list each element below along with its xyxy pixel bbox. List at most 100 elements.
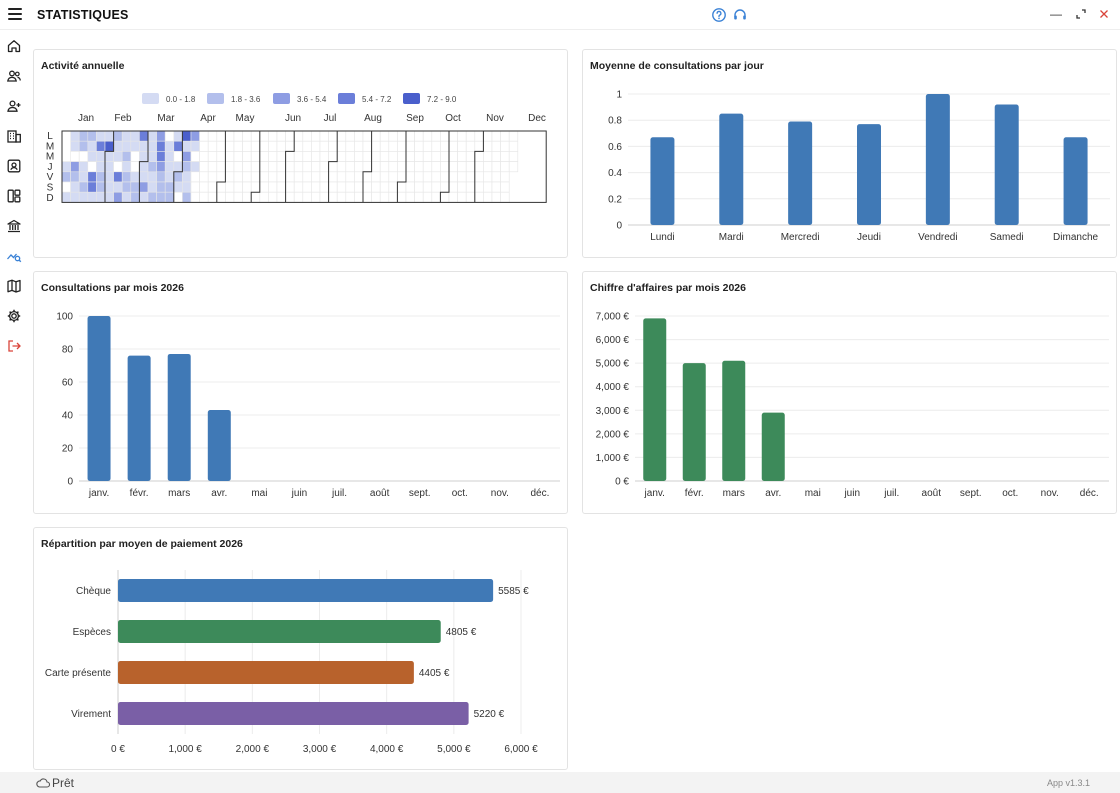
heatmap-cell bbox=[414, 171, 424, 183]
contact-card-icon[interactable] bbox=[6, 158, 22, 174]
user-plus-icon[interactable] bbox=[6, 98, 22, 114]
heatmap-cell bbox=[121, 191, 132, 203]
bar bbox=[118, 620, 441, 643]
chart-search-icon[interactable] bbox=[6, 248, 22, 264]
heatmap-cell bbox=[233, 161, 243, 173]
dashboard-icon[interactable] bbox=[6, 188, 22, 204]
heatmap-cell bbox=[397, 151, 407, 162]
heatmap-cell bbox=[311, 171, 321, 183]
heatmap-cell bbox=[113, 140, 123, 152]
heatmap-cell bbox=[87, 130, 97, 142]
heatmap-cell bbox=[491, 161, 501, 173]
data-label: 5220 € bbox=[474, 709, 505, 720]
heatmap-cell bbox=[285, 161, 295, 173]
heatmap-cell bbox=[96, 130, 106, 142]
heatmap-cell bbox=[156, 181, 166, 193]
support-icon[interactable] bbox=[732, 7, 748, 23]
heatmap-cell bbox=[190, 140, 200, 152]
logout-icon[interactable] bbox=[6, 338, 22, 354]
minimize-button[interactable]: — bbox=[1050, 7, 1062, 21]
heatmap-cell bbox=[164, 130, 175, 142]
heatmap-cell bbox=[96, 151, 106, 162]
heatmap-cell bbox=[474, 151, 484, 162]
map-icon[interactable] bbox=[6, 278, 22, 294]
bank-icon[interactable] bbox=[6, 218, 22, 234]
heatmap-cell bbox=[156, 171, 166, 183]
heatmap-cell bbox=[130, 151, 140, 162]
legend-swatch bbox=[207, 93, 224, 104]
heatmap-cell bbox=[336, 161, 347, 173]
heatmap-cell bbox=[164, 181, 175, 193]
heatmap-cell bbox=[500, 171, 510, 183]
heatmap-cell bbox=[345, 181, 355, 193]
month-separator bbox=[104, 131, 115, 203]
close-button[interactable] bbox=[1097, 7, 1111, 21]
heatmap-cell bbox=[250, 140, 261, 152]
heatmap-cell bbox=[121, 130, 132, 142]
heatmap-cell bbox=[78, 171, 89, 183]
heatmap-cell bbox=[405, 191, 415, 203]
heatmap-cell bbox=[268, 161, 278, 173]
heatmap-cell bbox=[371, 171, 381, 183]
heatmap-cell bbox=[491, 151, 501, 162]
heatmap-cell bbox=[311, 161, 321, 173]
heatmap-cell bbox=[354, 140, 364, 152]
gear-icon[interactable] bbox=[6, 308, 22, 324]
users-icon[interactable] bbox=[6, 68, 22, 84]
home-icon[interactable] bbox=[6, 38, 22, 54]
y-tick-label: 0 bbox=[67, 477, 73, 488]
heatmap-cell bbox=[379, 130, 390, 142]
heatmap-cell bbox=[422, 191, 433, 203]
heatmap-cell bbox=[104, 161, 114, 173]
heatmap-cell bbox=[139, 191, 149, 203]
heatmap-cell bbox=[164, 161, 175, 173]
heatmap-cell bbox=[319, 151, 329, 162]
sidebar bbox=[0, 30, 28, 772]
heatmap-cell bbox=[405, 161, 415, 173]
heatmap-cell bbox=[164, 151, 175, 162]
heatmap-cell bbox=[78, 151, 89, 162]
month-separator bbox=[396, 131, 407, 203]
maximize-button[interactable] bbox=[1074, 7, 1088, 21]
heatmap-cell bbox=[207, 161, 218, 173]
x-tick-label: 2,000 € bbox=[236, 744, 270, 755]
heatmap-cell bbox=[173, 181, 183, 193]
help-icon[interactable] bbox=[711, 7, 727, 23]
heatmap-cell bbox=[199, 140, 209, 152]
heatmap-cell bbox=[491, 171, 501, 183]
heatmap-cell bbox=[233, 140, 243, 152]
heatmap-cell bbox=[70, 171, 80, 183]
heatmap-cell bbox=[388, 130, 398, 142]
building-icon[interactable] bbox=[6, 128, 22, 144]
x-tick-label: 5,000 € bbox=[437, 744, 471, 755]
heatmap-cell bbox=[414, 140, 424, 152]
y-category-label: Chèque bbox=[76, 586, 111, 597]
heatmap-cell bbox=[371, 191, 381, 203]
x-tick-label: sept. bbox=[960, 488, 982, 499]
heatmap-cell bbox=[225, 161, 235, 173]
heatmap-cell bbox=[225, 191, 235, 203]
heatmap-cell bbox=[422, 161, 433, 173]
heatmap-cell bbox=[293, 140, 304, 152]
heatmap-cell bbox=[405, 171, 415, 183]
heatmap-cell bbox=[207, 191, 218, 203]
heatmap-cell bbox=[259, 130, 269, 142]
bar bbox=[761, 412, 785, 481]
heatmap-cell bbox=[216, 191, 226, 203]
month-label: May bbox=[236, 113, 255, 124]
heatmap-cell bbox=[457, 171, 467, 183]
x-tick-label: Dimanche bbox=[1053, 232, 1098, 243]
heatmap-cell bbox=[250, 161, 261, 173]
heatmap-cell bbox=[268, 171, 278, 183]
menu-icon[interactable] bbox=[8, 8, 22, 22]
heatmap-cell bbox=[379, 181, 390, 193]
bar bbox=[87, 316, 111, 481]
legend-swatch bbox=[273, 93, 290, 104]
heatmap-cell bbox=[319, 140, 329, 152]
heatmap-cell bbox=[139, 181, 149, 193]
heatmap-cell bbox=[345, 151, 355, 162]
month-separator bbox=[285, 131, 295, 203]
heatmap-cell bbox=[259, 181, 269, 193]
heatmap-cell bbox=[216, 140, 226, 152]
heatmap-cell bbox=[285, 191, 295, 203]
